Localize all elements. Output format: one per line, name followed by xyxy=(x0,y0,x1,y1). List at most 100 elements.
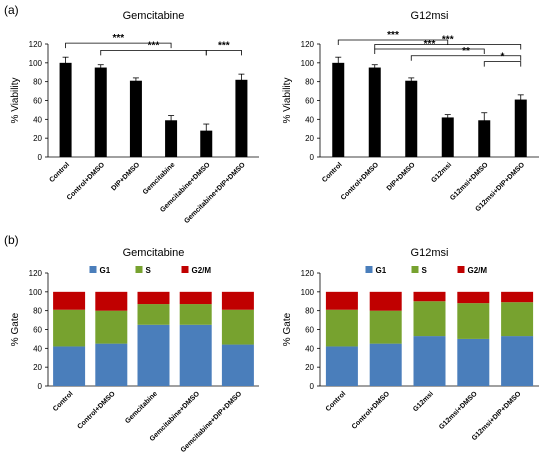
stacked-bar-segment xyxy=(95,310,128,344)
stacked-bar-segment xyxy=(325,309,358,347)
x-tick-label: Control xyxy=(321,161,344,184)
x-tick-label: G12msi xyxy=(412,390,435,413)
y-tick-label: 40 xyxy=(33,115,42,124)
legend-swatch xyxy=(365,266,373,273)
stacked-bar-segment xyxy=(501,336,534,386)
x-tick-label: Control xyxy=(325,390,348,413)
y-axis-label: % Viability xyxy=(10,78,21,124)
stacked-bar-segment xyxy=(53,346,86,386)
chart-title: G12msi xyxy=(411,10,449,22)
bar xyxy=(332,62,345,158)
y-tick-label: 80 xyxy=(33,307,42,316)
significance-label: *** xyxy=(424,39,436,50)
x-tick-label: G12msi xyxy=(430,161,453,184)
panel-a-label: (a) xyxy=(4,3,19,17)
y-tick-label: 100 xyxy=(301,288,315,297)
panel-b-label: (b) xyxy=(4,233,19,247)
y-tick-label: 60 xyxy=(305,326,314,335)
significance-bracket xyxy=(205,49,242,56)
stacked-bar-segment xyxy=(457,291,490,304)
y-tick-label: 120 xyxy=(29,40,43,49)
legend-swatch xyxy=(181,266,189,273)
legend-label: G1 xyxy=(376,266,387,275)
legend-label: G2/M xyxy=(192,266,212,275)
x-tick-label: Control+DMSO xyxy=(351,390,392,431)
stacked-bar-segment xyxy=(95,343,128,386)
significance-label: *** xyxy=(148,40,160,51)
stacked-bar-segment xyxy=(221,291,254,310)
stacked-bar-segment xyxy=(413,291,446,302)
stacked-bar-segment xyxy=(325,291,358,310)
y-tick-label: 80 xyxy=(305,78,314,87)
legend-swatch xyxy=(457,266,465,273)
bar xyxy=(478,120,491,157)
significance-label: ** xyxy=(462,46,470,57)
y-tick-label: 40 xyxy=(305,344,314,353)
legend-swatch xyxy=(135,266,143,273)
y-tick-label: 100 xyxy=(29,59,43,68)
bar xyxy=(129,80,142,157)
significance-bracket xyxy=(483,61,522,67)
x-tick-label: DIP+DMSO xyxy=(386,161,417,192)
x-tick-label: Control xyxy=(48,161,71,184)
y-tick-label: 20 xyxy=(305,363,314,372)
significance-label: * xyxy=(501,52,505,63)
stacked-bar-segment xyxy=(413,336,446,386)
x-tick-label: Gemcitabine+DIP+DMSO xyxy=(183,161,247,225)
stacked-bar-segment xyxy=(179,304,212,325)
chart-b1: Gemcitabine % Gate 0 20 40 60 80 100 120 Control C… xyxy=(10,247,259,454)
chart-b2: G12msi % Gate 0 20 40 60 80 100 120 Control Contro… xyxy=(282,247,539,442)
stacked-bar-segment xyxy=(369,343,402,386)
stacked-bar-segment xyxy=(179,324,212,386)
chart-a2: G12msi % Viability 0 20 40 60 80 100 120 ControlC… xyxy=(282,10,539,213)
y-tick-label: 0 xyxy=(310,153,315,162)
stacked-bar-segment xyxy=(457,338,490,386)
stacked-bar-segment xyxy=(221,344,254,386)
significance-label: *** xyxy=(112,33,124,44)
bar xyxy=(235,79,248,157)
y-tick-label: 40 xyxy=(305,115,314,124)
bar xyxy=(368,67,381,157)
significance-bracket xyxy=(410,55,522,61)
y-tick-label: 80 xyxy=(33,78,42,87)
y-tick-label: 100 xyxy=(29,288,43,297)
x-tick-label: Control xyxy=(52,390,75,413)
stacked-bar-segment xyxy=(137,291,170,305)
significance-bracket xyxy=(374,44,522,50)
y-tick-label: 120 xyxy=(301,40,315,49)
bar xyxy=(441,117,454,157)
bar xyxy=(200,130,213,157)
y-tick-label: 80 xyxy=(305,307,314,316)
significance-label: *** xyxy=(218,40,230,51)
chart-a1: Gemcitabine % Viability 0 20 40 60 80 100 120 Con… xyxy=(10,10,259,225)
chart-title: G12msi xyxy=(411,247,449,259)
stacked-bar-segment xyxy=(369,291,402,311)
y-axis-label: % Gate xyxy=(282,312,293,346)
x-tick-label: G12msi+DMSO xyxy=(449,161,490,202)
bar xyxy=(405,80,418,157)
stacked-bar-segment xyxy=(501,291,534,303)
stacked-bar-segment xyxy=(325,346,358,386)
y-tick-label: 100 xyxy=(301,59,315,68)
x-tick-label: G12msi+DIP+DMSO xyxy=(471,390,523,442)
x-tick-label: DIP+DMSO xyxy=(110,161,141,192)
stacked-bar-segment xyxy=(501,302,534,337)
y-tick-label: 120 xyxy=(301,269,315,278)
stacked-bar-segment xyxy=(53,309,86,347)
stacked-bar-segment xyxy=(457,303,490,339)
y-tick-label: 0 xyxy=(310,382,315,391)
stacked-bar-segment xyxy=(95,291,128,311)
stacked-bar-segment xyxy=(137,324,170,386)
y-tick-label: 20 xyxy=(305,134,314,143)
legend-label: G1 xyxy=(100,266,111,275)
y-tick-label: 20 xyxy=(33,134,42,143)
x-tick-label: Control+DMSO xyxy=(340,161,381,202)
x-tick-label: Gemcitabine xyxy=(142,161,177,196)
y-tick-label: 60 xyxy=(33,326,42,335)
stacked-bar-segment xyxy=(53,291,86,310)
bar xyxy=(59,62,72,158)
x-tick-label: Control+DMSO xyxy=(66,161,107,202)
legend-swatch xyxy=(89,266,97,273)
significance-bracket xyxy=(337,39,449,45)
y-axis-label: % Viability xyxy=(282,78,293,124)
